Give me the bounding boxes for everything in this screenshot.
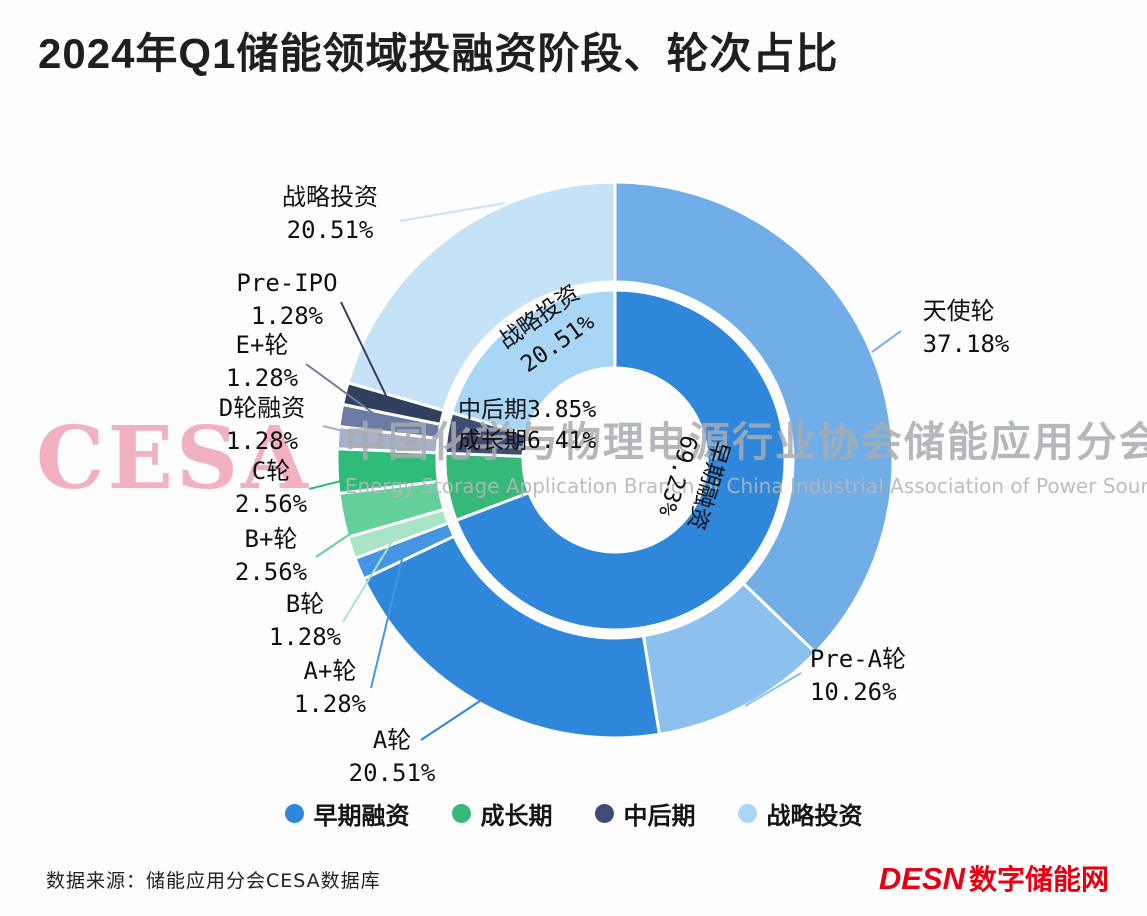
legend-item-early-stage: 早期融资	[284, 796, 410, 831]
label-pct: 20.51%	[286, 216, 374, 244]
label-name: 天使轮	[922, 296, 995, 325]
legend-swatch-mid-late-stage	[594, 804, 614, 823]
leader-line-3	[370, 550, 405, 689]
leader-line-7	[322, 425, 387, 443]
label-d-round: D轮融资 1.28%	[219, 392, 305, 458]
legend-label: 战略投资	[766, 802, 863, 830]
label-pct: 37.18%	[922, 330, 1010, 358]
label-name: Pre-IPO	[236, 268, 338, 297]
label-name: 中后期	[458, 397, 527, 423]
desn-logo: DESN 数字储能网	[879, 858, 1109, 898]
label-strategic-round: 战略投资 20.51%	[282, 181, 378, 247]
label-pct: 2.56%	[234, 558, 308, 586]
legend-item-growth-stage: 成长期	[451, 796, 553, 831]
label-c-round: C轮 2.56%	[235, 455, 307, 521]
label-growth-stage: 成长期6.41%	[458, 421, 596, 455]
data-source-note: 数据来源：储能应用分会CESA数据库	[46, 870, 381, 892]
inner-segment-0	[454, 288, 787, 632]
leader-line-4	[342, 532, 398, 623]
label-name: C轮	[251, 456, 291, 485]
leader-line-0	[871, 330, 902, 353]
label-pct: 2.56%	[234, 490, 308, 518]
label-pct: 1.28%	[250, 302, 324, 330]
legend-label: 早期融资	[313, 802, 410, 830]
leader-line-2	[420, 690, 496, 741]
label-e-plus-round: E+轮 1.28%	[226, 329, 298, 395]
label-pre-ipo: Pre-IPO 1.28%	[236, 267, 337, 333]
label-name: B+轮	[244, 524, 298, 553]
legend-item-mid-late-stage: 中后期	[594, 796, 696, 831]
label-pct: 1.28%	[225, 427, 299, 455]
page-title: 2024年Q1储能领域投融资阶段、轮次占比	[38, 30, 839, 77]
leader-line-6	[308, 469, 386, 490]
legend-label: 中后期	[623, 802, 696, 830]
legend-swatch-growth-stage	[451, 804, 471, 823]
leader-line-5	[315, 506, 391, 558]
label-pct: 6.41%	[527, 428, 597, 454]
leader-line-10	[399, 202, 506, 222]
leader-line-9	[340, 301, 392, 407]
label-a-round: A轮 20.51%	[349, 724, 436, 790]
label-mid-late-stage: 中后期3.85%	[458, 390, 596, 424]
legend-swatch-strategic	[737, 804, 757, 823]
label-pct: 10.26%	[809, 678, 897, 706]
leader-line-8	[305, 363, 389, 425]
outer-segment-0	[613, 180, 895, 655]
label-name: Pre-A轮	[809, 644, 907, 673]
label-pct: 3.85%	[527, 397, 597, 423]
label-pct: 20.51%	[348, 759, 436, 787]
label-name: B轮	[285, 589, 325, 618]
label-b-round: B轮 1.28%	[269, 588, 341, 654]
label-name: 战略投资	[282, 182, 378, 211]
label-pct: 1.28%	[268, 623, 342, 651]
legend-label: 成长期	[480, 802, 553, 830]
label-pct: 1.28%	[225, 364, 299, 392]
desn-logo-cn: 数字储能网	[968, 863, 1109, 896]
desn-logo-en: DESN	[878, 861, 965, 896]
outer-segment-2	[361, 534, 662, 740]
label-pre-a-round: Pre-A轮 10.26%	[810, 643, 906, 709]
label-name: A轮	[372, 725, 412, 754]
inner-segment-3	[449, 288, 617, 437]
label-b-plus-round: B+轮 2.56%	[235, 523, 307, 589]
legend-item-strategic: 战略投资	[737, 796, 863, 831]
outer-segment-10	[346, 180, 617, 413]
label-name: E+轮	[235, 330, 289, 359]
label-a-plus-round: A+轮 1.28%	[294, 655, 366, 721]
label-name: A+轮	[303, 656, 357, 685]
label-name: D轮融资	[218, 393, 306, 422]
leader-line-1	[744, 672, 802, 707]
label-name: 成长期	[458, 428, 527, 454]
legend-swatch-early-stage	[284, 804, 304, 823]
label-angel-round: 天使轮 37.18%	[923, 295, 1010, 361]
legend: 早期融资 成长期 中后期 战略投资	[0, 796, 1147, 831]
label-pct: 1.28%	[293, 690, 367, 718]
